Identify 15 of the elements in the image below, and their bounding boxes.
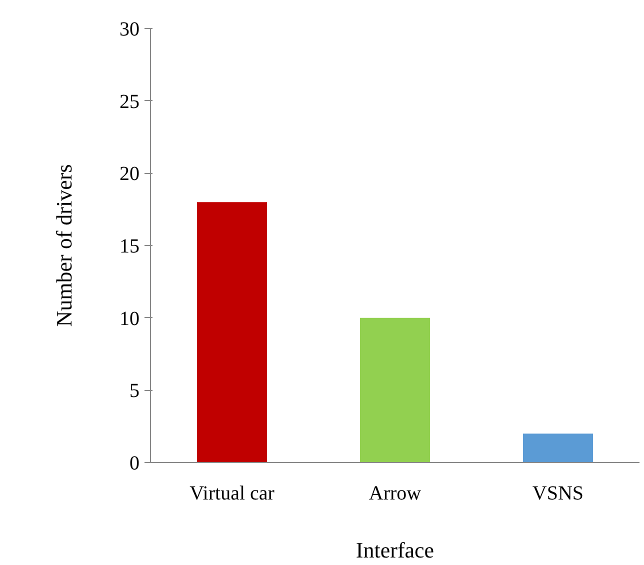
x-tick-label: Arrow bbox=[368, 482, 422, 504]
y-tick-label: 5 bbox=[130, 380, 140, 402]
bar bbox=[522, 434, 594, 462]
x-tick-label: Virtual car bbox=[190, 482, 275, 504]
x-axis-title: Interface bbox=[356, 538, 434, 562]
y-tick-label: 20 bbox=[120, 163, 140, 186]
y-tick-label: 15 bbox=[120, 236, 140, 258]
y-tick-label: 0 bbox=[130, 452, 140, 474]
bar bbox=[196, 202, 268, 462]
y-tick-label: 10 bbox=[120, 308, 140, 330]
y-axis-title: Number of drivers bbox=[52, 164, 76, 327]
y-tick-label: 30 bbox=[120, 18, 140, 40]
y-tick-label: 25 bbox=[120, 90, 140, 113]
bar bbox=[360, 318, 430, 462]
x-tick-label: VSNS bbox=[532, 482, 584, 504]
